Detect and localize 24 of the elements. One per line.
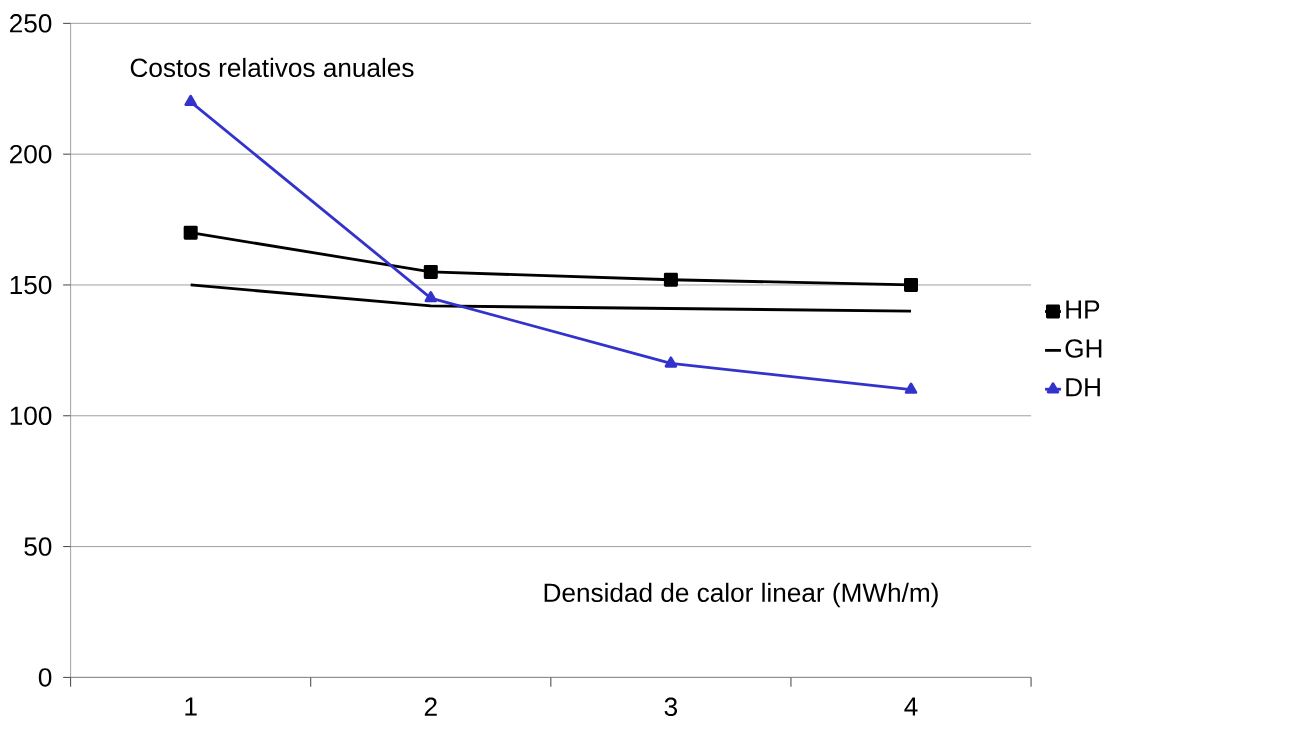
y-tick-label: 100 — [10, 406, 52, 426]
point — [183, 225, 198, 240]
text: Costos relativos anuales — [130, 58, 414, 78]
point — [184, 95, 197, 107]
y-tick-label: 250 — [10, 14, 52, 33]
point — [663, 272, 678, 287]
y-tick-label: 0 — [38, 668, 52, 687]
point — [904, 278, 919, 293]
y-tick-label: 200 — [10, 145, 52, 164]
x-axis-title: Densidad de calor linear (MWh/m) — [544, 582, 938, 608]
legend-label: GH — [1065, 339, 1102, 359]
x-tick-label: 4 — [904, 697, 918, 716]
legend-label: HP — [1066, 300, 1100, 319]
x-tick-label: 1 — [185, 697, 197, 716]
x-tick-label: 2 — [424, 697, 437, 716]
y-tick-label: 150 — [10, 275, 52, 295]
line-series — [189, 283, 913, 313]
legend-label: DH — [1066, 378, 1100, 397]
point — [424, 291, 438, 303]
point — [904, 382, 918, 395]
point — [423, 265, 438, 280]
y-tick-label: 50 — [24, 537, 52, 557]
x-tick-label: 3 — [664, 697, 678, 717]
point — [664, 356, 678, 368]
